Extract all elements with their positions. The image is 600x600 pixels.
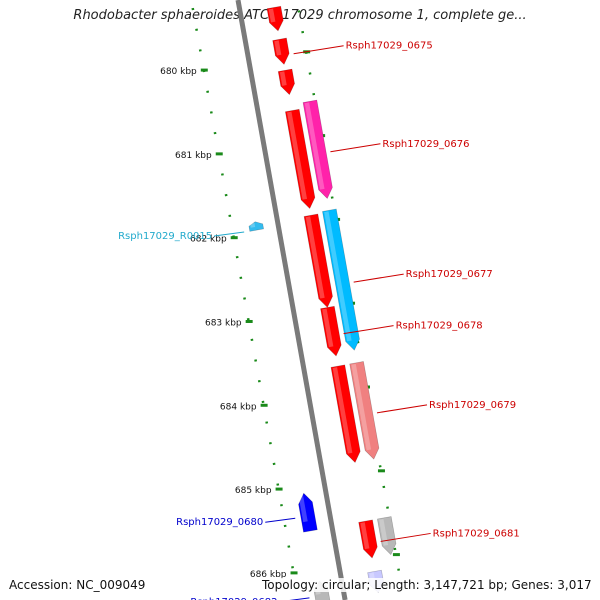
gene-arrow-highlight xyxy=(287,111,308,200)
tick-label: 682 kbp xyxy=(190,235,227,245)
gene-label: Rsph17029_0675 xyxy=(346,41,433,52)
chromosome-backbone xyxy=(235,0,348,600)
tick-label: 685 kbp xyxy=(235,486,272,496)
gene-arrow-highlight xyxy=(298,494,308,523)
gene-arrow[interactable] xyxy=(272,37,290,65)
gene-arrow[interactable] xyxy=(320,305,342,357)
gene-arrow-highlight xyxy=(379,518,389,546)
gene-arrow[interactable] xyxy=(303,213,333,308)
label-connector xyxy=(376,404,428,414)
tick-label: 683 kbp xyxy=(205,318,242,328)
left-dotted-guide xyxy=(191,7,300,600)
tick-label: 684 kbp xyxy=(220,402,257,412)
gene-arrow-highlight xyxy=(274,40,282,56)
gene-label: Rsph17029_0678 xyxy=(396,321,483,332)
gene-arrow[interactable] xyxy=(302,99,333,200)
gene-arrow[interactable] xyxy=(322,208,360,351)
dotted-guides xyxy=(191,0,404,600)
gene-label: Rsph17029_0677 xyxy=(406,269,493,280)
gene-arrow-highlight xyxy=(304,102,325,190)
map-title: Rhodobacter sphaeroides ATCC 17029 chrom… xyxy=(73,8,527,23)
tick-label: 680 kbp xyxy=(160,67,197,77)
gene-features[interactable] xyxy=(248,5,397,600)
gene-arrow[interactable] xyxy=(248,221,264,232)
tick-label: 686 kbp xyxy=(250,570,287,580)
label-connector xyxy=(380,532,431,542)
gene-arrow[interactable] xyxy=(298,492,318,533)
gene-arrow-highlight xyxy=(249,222,256,228)
gene-arrow-highlight xyxy=(322,308,334,348)
gene-arrow[interactable] xyxy=(266,5,284,32)
backbone-line xyxy=(235,0,348,600)
gene-label: Rsph17029_0676 xyxy=(382,139,469,150)
label-connector xyxy=(330,143,381,153)
gene-arrow[interactable] xyxy=(349,361,380,460)
gene-arrow-highlight xyxy=(360,522,370,550)
gene-arrow[interactable] xyxy=(330,364,361,463)
tick-label: 681 kbp xyxy=(175,151,212,161)
label-connector xyxy=(343,325,394,335)
gene-label: Rsph17029_0681 xyxy=(433,528,520,539)
gene-arrow-highlight xyxy=(351,363,372,451)
gene-arrow[interactable] xyxy=(277,68,295,96)
gene-label: Rsph17029_R0015 xyxy=(118,231,212,242)
gene-arrow[interactable] xyxy=(285,108,316,210)
gene-arrow-highlight xyxy=(324,211,352,342)
accession-label: Accession: NC_009049 xyxy=(9,578,146,592)
gene-arrow[interactable] xyxy=(358,519,378,559)
gene-labels: Rsph17029_0675 Rsph17029_0676 Rsph17029_R0… xyxy=(118,41,520,600)
gene-arrow-highlight xyxy=(332,367,353,454)
label-connector xyxy=(353,273,404,283)
label-connector xyxy=(214,231,245,237)
label-connector xyxy=(293,45,344,55)
gene-label: Rsph17029_0682 xyxy=(190,597,277,600)
gene-arrow-highlight xyxy=(279,71,287,86)
gene-label: Rsph17029_0679 xyxy=(429,400,516,411)
gene-label: Rsph17029_0680 xyxy=(176,517,263,528)
gene-arrow-highlight xyxy=(305,216,325,299)
topology-label: Topology: circular; Length: 3,147,721 bp… xyxy=(262,578,592,592)
kbp-ticks: 680 kbp 681 kbp 682 kbp 683 kbp 684 kbp 685 k… xyxy=(160,50,400,580)
gene-arrow-highlight xyxy=(268,8,276,23)
label-connector xyxy=(265,517,296,523)
